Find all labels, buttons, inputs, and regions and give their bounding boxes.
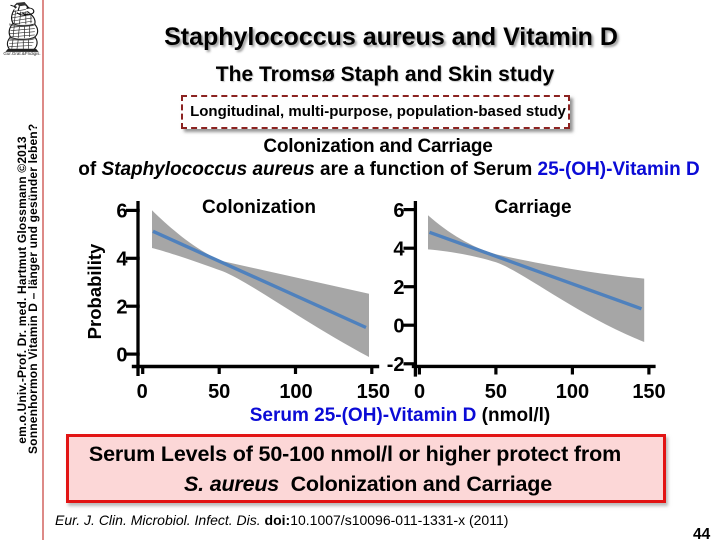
svg-text:0: 0 <box>116 344 127 366</box>
svg-text:Carriage: Carriage <box>494 197 571 218</box>
svg-text:0: 0 <box>393 316 404 338</box>
svg-text:6: 6 <box>116 201 127 223</box>
svg-text:150: 150 <box>632 381 665 402</box>
svg-text:50: 50 <box>208 381 230 402</box>
svg-text:-2: -2 <box>387 354 405 376</box>
svg-text:50: 50 <box>485 381 507 402</box>
svg-text:Probability: Probability <box>84 243 105 339</box>
svg-text:100: 100 <box>279 381 312 402</box>
svg-text:0: 0 <box>414 381 425 402</box>
svg-text:2: 2 <box>116 297 127 319</box>
svg-text:4: 4 <box>393 239 405 261</box>
svg-text:0: 0 <box>137 381 148 402</box>
svg-text:100: 100 <box>556 381 589 402</box>
svg-text:4: 4 <box>116 249 128 271</box>
svg-text:Colonization: Colonization <box>202 197 316 218</box>
svg-text:150: 150 <box>357 381 390 402</box>
svg-text:2: 2 <box>393 277 404 299</box>
svg-text:6: 6 <box>393 200 404 222</box>
